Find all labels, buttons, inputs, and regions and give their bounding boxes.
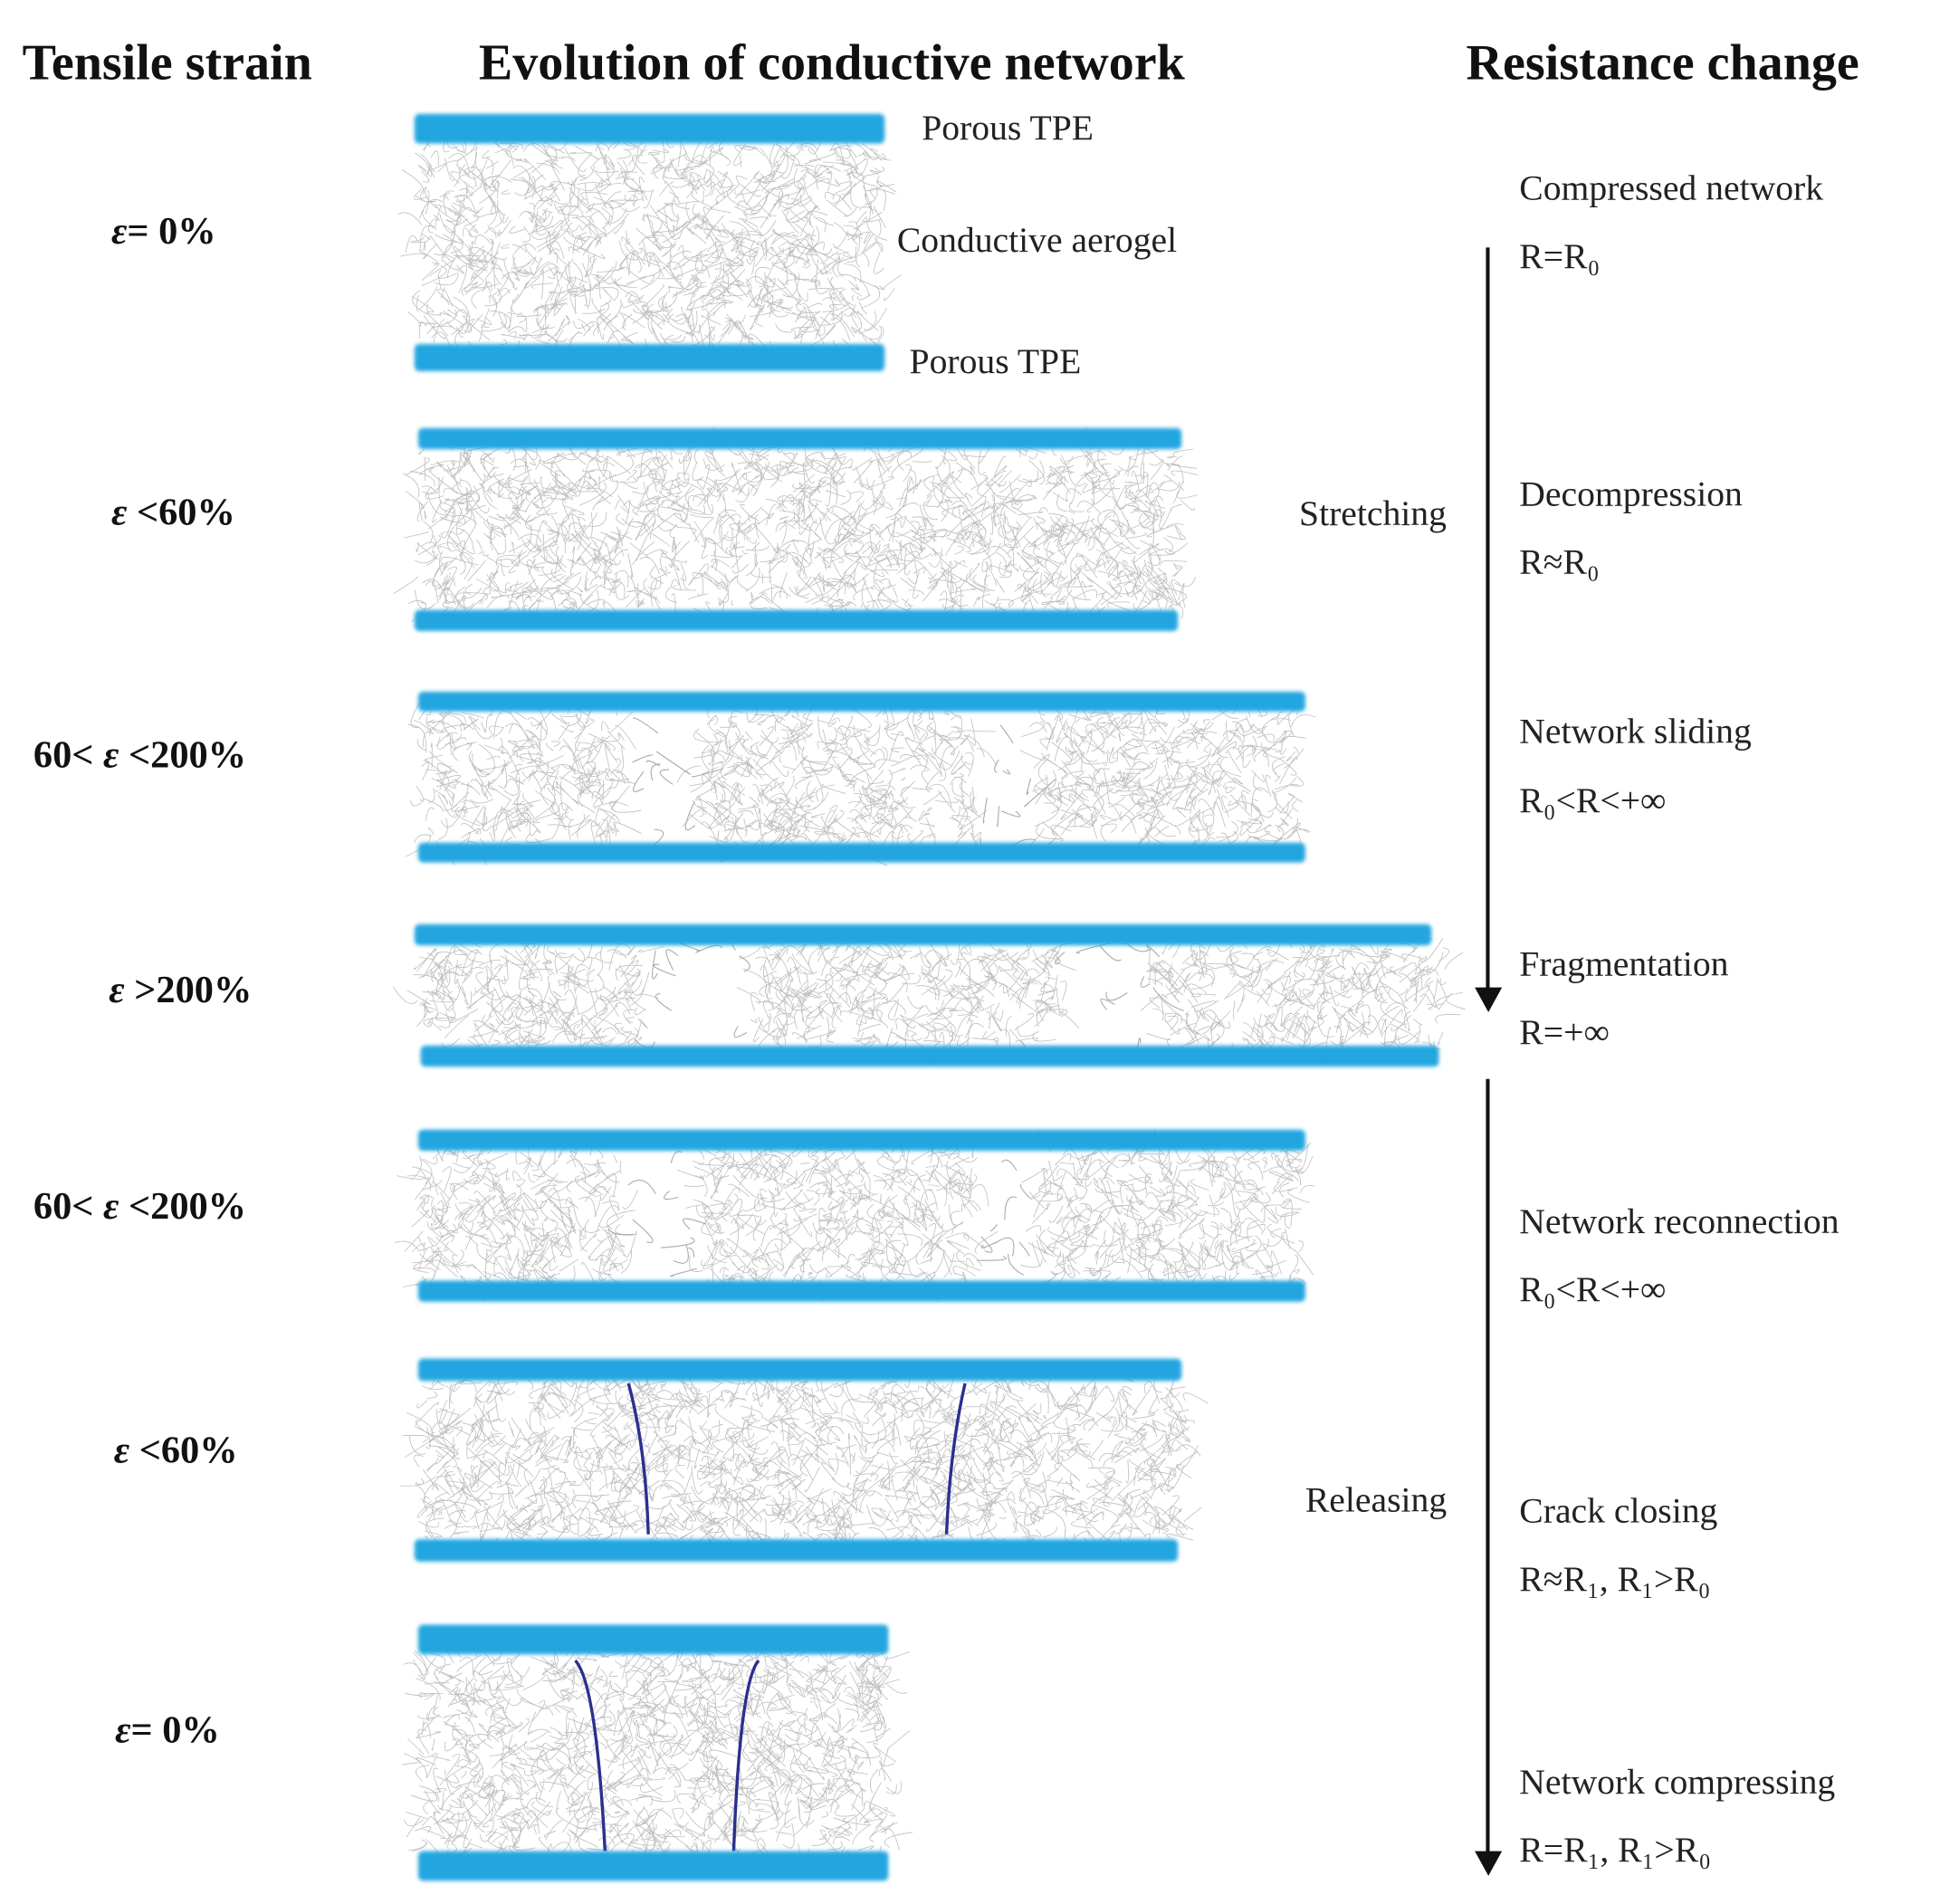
aerogel-cluster xyxy=(1019,695,1316,858)
aerogel-fibers xyxy=(392,930,664,1060)
aerogel-cluster xyxy=(393,426,1199,628)
aerogel-fibers xyxy=(405,694,642,866)
aerogel-fibers xyxy=(1020,1128,1315,1293)
strain-label-2: ε <60% xyxy=(111,490,235,534)
strain-label-4: ε >200% xyxy=(109,967,253,1011)
resistance-value-1: R=R₀ xyxy=(1519,236,1601,277)
tpe-bar-top-2 xyxy=(417,427,1182,450)
tpe-bar-top-1 xyxy=(414,113,885,144)
aerogel-fibers xyxy=(736,926,1080,1066)
stretched-fibers xyxy=(632,717,723,849)
resistance-state-6: Crack closing xyxy=(1519,1491,1718,1532)
resistance-value-3: R₀<R<+∞ xyxy=(1519,781,1667,821)
stretched-fibers xyxy=(980,724,1056,853)
resistance-state-4: Fragmentation xyxy=(1519,944,1729,985)
aerogel-fibers xyxy=(393,426,1199,628)
tpe-bar-bottom-5 xyxy=(417,1280,1305,1302)
crack-line xyxy=(731,1660,760,1851)
releasing-arrow-line xyxy=(1486,1078,1490,1852)
aerogel-fibers xyxy=(400,1362,1209,1561)
aerogel-fibers xyxy=(1140,928,1466,1064)
header-tensile-strain: Tensile strain xyxy=(22,33,312,91)
stretched-fibers xyxy=(1054,942,1184,1050)
aerogel-cluster xyxy=(1020,1128,1315,1293)
strain-label-1: ε= 0% xyxy=(111,208,216,253)
aerogel-fibers xyxy=(676,1130,999,1303)
tpe-bar-top-4 xyxy=(414,923,1432,946)
aerogel-cluster xyxy=(400,1362,1209,1561)
label-conductive-aerogel: Conductive aerogel xyxy=(896,220,1178,261)
arrow-down-icon xyxy=(1475,987,1503,1012)
aerogel-cluster xyxy=(397,122,903,366)
tpe-bar-top-5 xyxy=(417,1129,1305,1152)
tpe-bar-bottom-2 xyxy=(414,609,1179,632)
strain-label-5: 60< ε <200% xyxy=(33,1183,247,1228)
resistance-state-1: Compressed network xyxy=(1519,168,1824,209)
crack-line xyxy=(944,1383,967,1535)
label-porous-tpe-bottom: Porous TPE xyxy=(909,341,1082,382)
aerogel-cluster xyxy=(1140,928,1466,1064)
resistance-value-6: R≈R₁, R₁>R₀ xyxy=(1519,1559,1711,1600)
header-network-evolution: Evolution of conductive network xyxy=(478,33,1185,91)
strain-label-3: 60< ε <200% xyxy=(33,732,247,776)
resistance-value-2: R≈R₀ xyxy=(1519,542,1600,583)
aerogel-cluster xyxy=(395,1132,639,1302)
tpe-bar-bottom-7 xyxy=(417,1851,889,1881)
tpe-bar-bottom-4 xyxy=(420,1045,1439,1067)
aerogel-fibers xyxy=(676,694,998,866)
tpe-bar-bottom-6 xyxy=(414,1539,1179,1562)
aerogel-fibers xyxy=(395,1132,639,1302)
tpe-bar-top-6 xyxy=(417,1358,1182,1382)
resistance-state-2: Decompression xyxy=(1519,474,1743,514)
resistance-state-5: Network reconnection xyxy=(1519,1201,1840,1242)
aerogel-cluster xyxy=(736,926,1080,1066)
aerogel-cluster xyxy=(676,1130,999,1303)
stretched-fibers xyxy=(976,1159,1031,1276)
crack-line xyxy=(626,1383,650,1535)
aerogel-cluster xyxy=(676,694,998,866)
header-resistance-change: Resistance change xyxy=(1466,33,1859,91)
phase-releasing: Releasing xyxy=(1304,1480,1448,1520)
aerogel-cluster xyxy=(405,694,642,866)
resistance-value-5: R₀<R<+∞ xyxy=(1519,1269,1667,1310)
resistance-state-7: Network compressing xyxy=(1519,1762,1836,1803)
strain-label-7: ε= 0% xyxy=(115,1708,220,1751)
label-porous-tpe-top: Porous TPE xyxy=(922,108,1094,148)
tpe-bar-bottom-3 xyxy=(417,842,1305,863)
resistance-value-7: R=R₁, R₁>R₀ xyxy=(1519,1831,1712,1871)
aerogel-fibers xyxy=(397,122,903,366)
strain-label-6: ε <60% xyxy=(113,1428,238,1472)
aerogel-fibers xyxy=(401,1631,913,1874)
stretched-fibers xyxy=(608,1151,707,1277)
stretching-arrow-line xyxy=(1486,247,1490,990)
tpe-bar-top-3 xyxy=(417,691,1305,712)
phase-stretching: Stretching xyxy=(1299,493,1447,534)
aerogel-cluster xyxy=(401,1631,913,1874)
resistance-value-4: R=+∞ xyxy=(1519,1012,1610,1053)
resistance-state-3: Network sliding xyxy=(1519,712,1752,752)
aerogel-cluster xyxy=(392,930,664,1060)
tpe-bar-bottom-1 xyxy=(414,343,885,372)
arrow-down-icon xyxy=(1475,1851,1503,1876)
stretched-fibers xyxy=(634,940,750,1048)
crack-line xyxy=(574,1659,607,1851)
aerogel-fibers xyxy=(1019,695,1316,858)
tpe-bar-top-7 xyxy=(417,1624,889,1655)
